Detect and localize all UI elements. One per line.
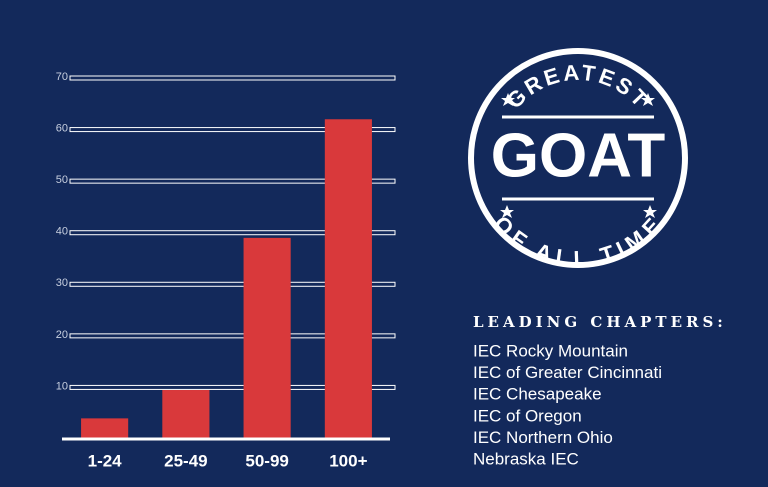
y-tick-label: 20 <box>56 329 68 341</box>
chapter-item: IEC Northern Ohio <box>473 428 613 447</box>
y-tick-label: 70 <box>56 71 68 83</box>
chapter-item: IEC of Oregon <box>473 406 582 425</box>
x-tick-label: 100+ <box>329 451 367 470</box>
grid-line <box>69 384 396 390</box>
y-tick-label: 50 <box>56 174 68 186</box>
bar <box>162 390 210 439</box>
grid-line <box>69 127 396 133</box>
x-tick-label: 50-99 <box>245 451 288 470</box>
bar <box>81 418 129 439</box>
chapters-title: LEADING CHAPTERS: <box>473 313 727 331</box>
bar <box>243 237 291 439</box>
bar <box>324 119 372 439</box>
chapter-item: IEC Rocky Mountain <box>473 341 628 360</box>
star <box>500 205 514 218</box>
grid-line <box>69 333 396 339</box>
chapter-item: IEC of Greater Cincinnati <box>473 363 662 382</box>
x-tick-label: 1-24 <box>88 451 123 470</box>
y-tick-label: 30 <box>56 277 68 289</box>
chapter-item: IEC Chesapeake <box>473 385 602 404</box>
star <box>641 93 655 106</box>
star <box>501 93 515 106</box>
y-tick-label: 60 <box>56 122 68 134</box>
y-tick-label: 40 <box>56 226 68 238</box>
y-tick-label: 10 <box>56 380 68 392</box>
x-tick-label: 25-49 <box>164 451 207 470</box>
star <box>643 205 657 218</box>
grid-line <box>69 178 396 184</box>
chart: 10 20 30 40 50 60 70 1-24 25-49 50-99 100+ <box>56 71 396 470</box>
grid-line <box>69 75 396 81</box>
badge-main: GOAT <box>491 121 666 190</box>
chapters-list: IEC Rocky Mountain IEC of Greater Cincinn… <box>473 341 662 468</box>
badge-ring <box>468 48 688 268</box>
grid-line <box>69 281 396 287</box>
grid-line <box>69 230 396 236</box>
chapter-item: Nebraska IEC <box>473 449 579 468</box>
